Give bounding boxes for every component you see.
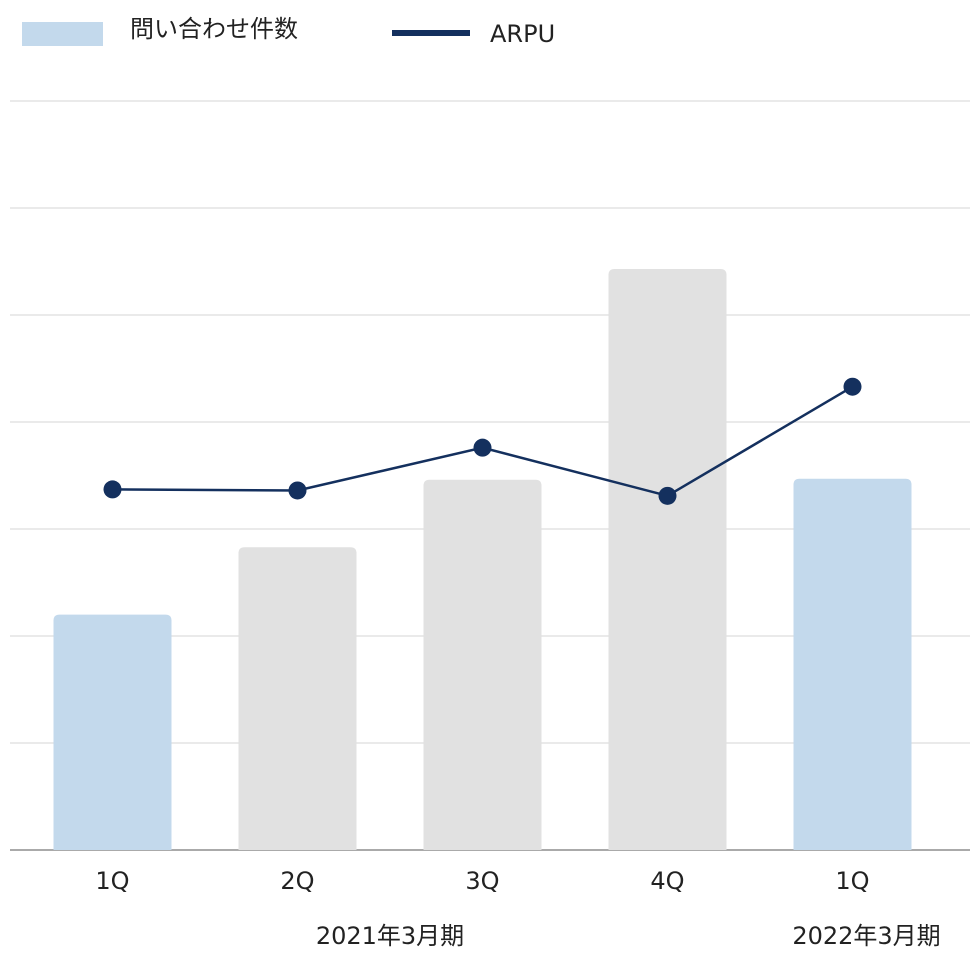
x-group-label: 2021年3月期	[316, 922, 464, 950]
x-tick-label: 1Q	[835, 867, 869, 895]
bar	[608, 268, 727, 850]
point	[288, 481, 307, 500]
bar	[53, 614, 172, 850]
x-tick-label: 3Q	[465, 867, 499, 895]
point	[103, 480, 122, 499]
point	[658, 486, 677, 505]
x-tick-label: 4Q	[650, 867, 684, 895]
bar	[793, 478, 912, 850]
x-tick-label: 2Q	[280, 867, 314, 895]
legend-label: ARPU	[490, 20, 555, 48]
x-group-label: 2022年3月期	[792, 922, 940, 950]
bar	[423, 479, 542, 850]
point	[843, 377, 862, 396]
bar	[238, 547, 357, 850]
legend-swatch	[22, 22, 103, 46]
point	[473, 438, 492, 457]
legend-label: 問い合わせ件数	[130, 15, 298, 43]
x-tick-label: 1Q	[95, 867, 129, 895]
